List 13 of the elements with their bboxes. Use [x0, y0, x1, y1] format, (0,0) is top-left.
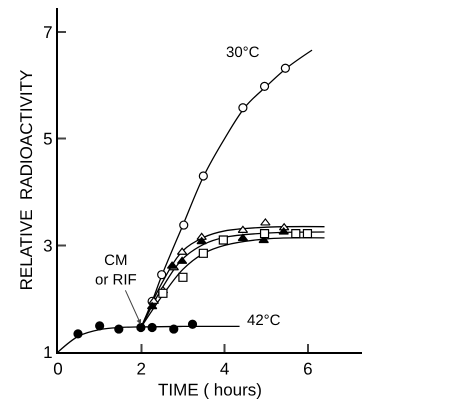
x-tick-label: 2: [136, 359, 146, 378]
y-tick-label: 3: [43, 236, 53, 256]
y-tick-label: 5: [43, 130, 53, 149]
x-tick-label: 4: [220, 359, 230, 378]
y-tick-label: 7: [43, 22, 53, 42]
annotation: 30°C: [226, 44, 260, 61]
x-tick-label: 6: [303, 359, 313, 378]
x-axis-title: TIME ( hours): [158, 380, 262, 400]
y-tick-label: 1: [43, 342, 53, 362]
annotation: CM or RIF: [95, 252, 137, 288]
y-axis-title: RELATIVE RADIOACTIVITY: [17, 70, 36, 290]
x-tick-label: 0: [53, 359, 63, 378]
annotation: 42°C: [247, 312, 281, 329]
